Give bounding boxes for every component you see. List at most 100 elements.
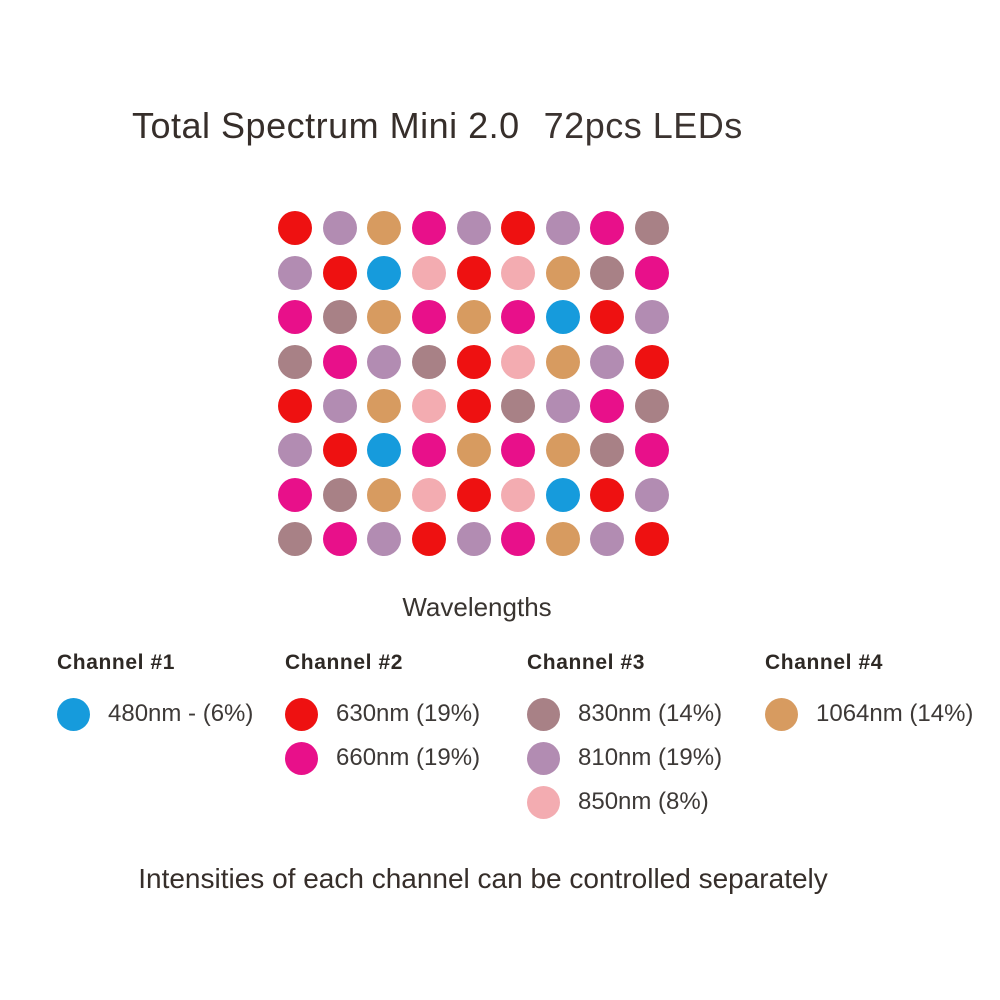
channel-2-header: Channel #2 (285, 651, 404, 674)
channel-3-items: 830nm (14%) 810nm (19%) 850nm (8%) (527, 692, 722, 824)
legend-item-830nm: 830nm (14%) (527, 692, 722, 736)
led-dot-810nm (590, 344, 625, 379)
led-dot-810nm (367, 344, 402, 379)
channel-1-header: Channel #1 (57, 651, 176, 674)
legend-dot-810nm (527, 741, 560, 775)
led-dot-480nm (367, 433, 402, 468)
page-title: Total Spectrum Mini 2.0 72pcs LEDs (132, 104, 743, 147)
led-dot-630nm (456, 388, 491, 423)
led-dot-660nm (278, 300, 313, 335)
legend-dot-1064nm (765, 697, 798, 731)
led-dot-810nm (278, 433, 313, 468)
legend-item-660nm: 660nm (19%) (285, 736, 480, 780)
led-dot-660nm (412, 211, 447, 246)
led-dot-850nm (501, 344, 536, 379)
product-name: Total Spectrum Mini 2.0 (132, 105, 520, 146)
channel-1-items: 480nm - (6%) (57, 692, 253, 736)
led-dot-1064nm (456, 433, 491, 468)
led-dot-1064nm (367, 300, 402, 335)
channel-2-items: 630nm (19%) 660nm (19%) (285, 692, 480, 780)
legend-dot-660nm (285, 741, 318, 775)
legend-dot-630nm (285, 697, 318, 731)
led-dot-630nm (412, 522, 447, 557)
led-dot-660nm (322, 344, 357, 379)
legend-label-480nm: 480nm - (6%) (108, 700, 254, 727)
legend-label-630nm: 630nm (19%) (336, 700, 481, 727)
led-dot-1064nm (545, 522, 580, 557)
legend-label-850nm: 850nm (8%) (578, 788, 709, 815)
legend-item-850nm: 850nm (8%) (527, 780, 722, 824)
legend-item-480nm: 480nm - (6%) (57, 692, 253, 736)
led-dot-660nm (501, 522, 536, 557)
led-dot-630nm (635, 344, 670, 379)
led-dot-830nm (635, 211, 670, 246)
channel-4-header: Channel #4 (765, 651, 884, 674)
led-dot-660nm (501, 300, 536, 335)
led-dot-630nm (322, 255, 357, 290)
channel-2: Channel #2 630nm (19%) 660nm (19%) (285, 650, 480, 780)
channel-3-header: Channel #3 (527, 651, 646, 674)
led-dot-660nm (278, 477, 313, 512)
legend-label-660nm: 660nm (19%) (336, 744, 481, 771)
led-dot-830nm (322, 300, 357, 335)
led-dot-630nm (278, 388, 313, 423)
led-dot-830nm (322, 477, 357, 512)
led-dot-850nm (501, 477, 536, 512)
legend-label-1064nm: 1064nm (14%) (816, 700, 974, 727)
led-dot-1064nm (367, 211, 402, 246)
led-dot-660nm (635, 433, 670, 468)
led-dot-1064nm (456, 300, 491, 335)
led-dot-1064nm (545, 344, 580, 379)
led-dot-630nm (590, 300, 625, 335)
led-dot-1064nm (545, 433, 580, 468)
legend-dot-480nm (57, 697, 90, 731)
led-dot-810nm (367, 522, 402, 557)
led-dot-630nm (590, 477, 625, 512)
channel-1: Channel #1 480nm - (6%) (57, 650, 253, 736)
led-dot-810nm (456, 211, 491, 246)
channel-4: Channel #4 1064nm (14%) (765, 650, 973, 736)
led-dot-630nm (278, 211, 313, 246)
led-dot-660nm (412, 433, 447, 468)
led-dot-810nm (635, 300, 670, 335)
legend-item-810nm: 810nm (19%) (527, 736, 722, 780)
wavelengths-label: Wavelengths (402, 592, 552, 622)
led-dot-660nm (590, 211, 625, 246)
led-dot-850nm (412, 388, 447, 423)
led-dot-630nm (456, 344, 491, 379)
led-dot-830nm (590, 433, 625, 468)
led-count: 72pcs LEDs (543, 105, 743, 146)
led-dot-830nm (635, 388, 670, 423)
footer-note: Intensities of each channel can be contr… (138, 863, 828, 894)
led-dot-630nm (456, 255, 491, 290)
led-dot-660nm (635, 255, 670, 290)
led-dot-810nm (545, 388, 580, 423)
channel-3: Channel #3 830nm (14%) 810nm (19%) 850nm (… (527, 650, 722, 824)
led-dot-480nm (367, 255, 402, 290)
led-dot-810nm (635, 477, 670, 512)
led-dot-630nm (322, 433, 357, 468)
led-dot-810nm (545, 211, 580, 246)
led-dot-630nm (456, 477, 491, 512)
led-dot-830nm (501, 388, 536, 423)
led-dot-660nm (501, 433, 536, 468)
led-dot-1064nm (367, 388, 402, 423)
led-dot-630nm (501, 211, 536, 246)
led-dot-1064nm (545, 255, 580, 290)
led-dot-830nm (412, 344, 447, 379)
led-dot-480nm (545, 300, 580, 335)
led-dot-850nm (501, 255, 536, 290)
legend-label-810nm: 810nm (19%) (578, 744, 723, 771)
led-dot-660nm (322, 522, 357, 557)
legend-item-630nm: 630nm (19%) (285, 692, 480, 736)
legend-item-1064nm: 1064nm (14%) (765, 692, 973, 736)
led-dot-810nm (456, 522, 491, 557)
legend-dot-830nm (527, 697, 560, 731)
led-dot-480nm (545, 477, 580, 512)
led-dot-810nm (590, 522, 625, 557)
led-grid (273, 206, 674, 562)
led-dot-830nm (278, 522, 313, 557)
legend-dot-850nm (527, 785, 560, 819)
led-dot-830nm (590, 255, 625, 290)
led-dot-850nm (412, 477, 447, 512)
